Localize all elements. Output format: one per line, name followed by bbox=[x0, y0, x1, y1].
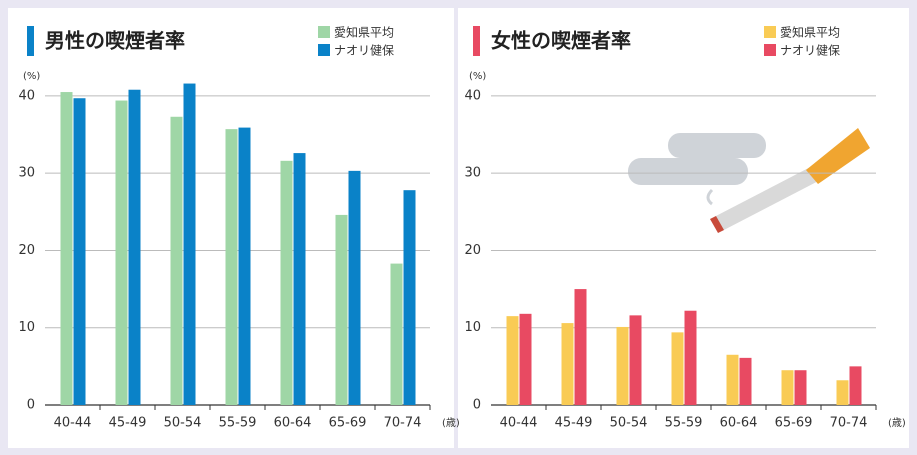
bar bbox=[617, 327, 629, 405]
legend-swatch bbox=[318, 26, 330, 38]
bar bbox=[575, 289, 587, 405]
y-axis-label: (%) bbox=[23, 71, 40, 82]
bar bbox=[294, 153, 306, 405]
y-tick-label: 40 bbox=[18, 88, 35, 103]
bar bbox=[685, 311, 697, 405]
bar bbox=[129, 90, 141, 405]
legend-label: ナオリ健保 bbox=[780, 44, 840, 58]
bar bbox=[672, 332, 684, 405]
bar bbox=[850, 366, 862, 405]
bar bbox=[795, 370, 807, 405]
bar bbox=[226, 129, 238, 405]
x-tick-label: 55-59 bbox=[219, 416, 257, 431]
x-tick-label: 40-44 bbox=[500, 416, 538, 431]
bar bbox=[837, 380, 849, 405]
x-axis-label: (歳) bbox=[888, 417, 906, 429]
y-tick-label: 40 bbox=[464, 88, 481, 103]
y-tick-label: 20 bbox=[464, 243, 481, 258]
bar bbox=[520, 314, 532, 405]
x-tick-label: 45-49 bbox=[555, 416, 593, 431]
x-tick-label: 50-54 bbox=[164, 416, 202, 431]
bar bbox=[349, 171, 361, 405]
chart-title: 男性の喫煙者率 bbox=[45, 29, 185, 53]
legend-swatch bbox=[318, 44, 330, 56]
bar bbox=[740, 358, 752, 405]
bar bbox=[61, 92, 73, 405]
legend-label: ナオリ健保 bbox=[334, 44, 394, 58]
x-axis-label: (歳) bbox=[442, 417, 460, 429]
x-tick-label: 55-59 bbox=[665, 416, 703, 431]
y-tick-label: 0 bbox=[27, 398, 35, 413]
legend-swatch bbox=[764, 26, 776, 38]
y-tick-label: 0 bbox=[473, 398, 481, 413]
bar bbox=[336, 215, 348, 405]
y-tick-label: 10 bbox=[464, 320, 481, 335]
y-tick-label: 30 bbox=[18, 166, 35, 181]
bar bbox=[562, 323, 574, 405]
page: 男性の喫煙者率 愛知県平均ナオリ健保 (%) 0 10 20 30 40 40-44 45-49 5… bbox=[0, 0, 917, 455]
title-marker bbox=[27, 26, 34, 56]
y-tick-label: 10 bbox=[18, 320, 35, 335]
bar bbox=[391, 264, 403, 405]
bar bbox=[404, 190, 416, 405]
chart: 男性の喫煙者率 愛知県平均ナオリ健保 (%) 0 10 20 30 40 40-44 45-49 5… bbox=[0, 0, 917, 455]
x-tick-label: 50-54 bbox=[610, 416, 648, 431]
y-tick-label: 20 bbox=[18, 243, 35, 258]
legend-label: 愛知県平均 bbox=[334, 26, 394, 40]
x-tick-label: 65-69 bbox=[329, 416, 367, 431]
y-tick-label: 30 bbox=[464, 166, 481, 181]
bar bbox=[782, 370, 794, 405]
x-tick-label: 70-74 bbox=[830, 416, 868, 431]
chart-title: 女性の喫煙者率 bbox=[491, 29, 631, 53]
x-tick-label: 60-64 bbox=[274, 416, 312, 431]
legend-swatch bbox=[764, 44, 776, 56]
title-marker bbox=[473, 26, 480, 56]
bar bbox=[171, 117, 183, 405]
bar bbox=[727, 355, 739, 405]
y-axis-label: (%) bbox=[469, 71, 486, 82]
x-tick-label: 60-64 bbox=[720, 416, 758, 431]
bar bbox=[281, 161, 293, 405]
bar bbox=[239, 128, 251, 405]
bar bbox=[184, 84, 196, 405]
bar bbox=[116, 101, 128, 405]
bar bbox=[630, 315, 642, 405]
x-tick-label: 40-44 bbox=[54, 416, 92, 431]
x-tick-label: 70-74 bbox=[384, 416, 422, 431]
x-tick-label: 45-49 bbox=[109, 416, 147, 431]
bar bbox=[507, 316, 519, 405]
bar bbox=[74, 98, 86, 405]
legend-label: 愛知県平均 bbox=[780, 26, 840, 40]
x-tick-label: 65-69 bbox=[775, 416, 813, 431]
